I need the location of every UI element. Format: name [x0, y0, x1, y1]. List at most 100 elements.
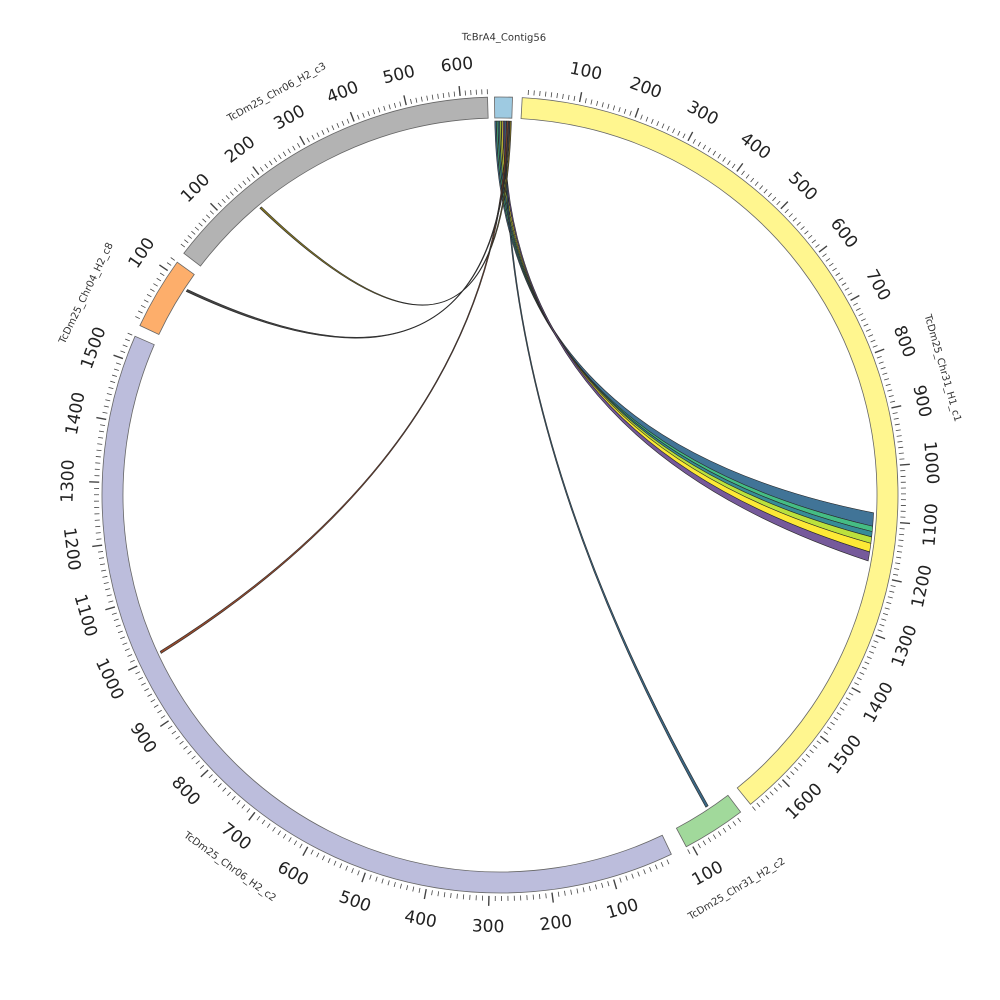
minor-tick-tcdm25-chr31-h1-c1	[878, 361, 884, 364]
minor-tick-tcdm25-chr06-h2-c2	[175, 735, 180, 740]
minor-tick-tcdm25-chr06-h2-c2	[227, 791, 231, 797]
minor-tick-tcdm25-chr31-h1-c1	[562, 93, 564, 99]
minor-tick-tcdm25-chr06-h2-c2	[160, 715, 166, 719]
minor-tick-tcdm25-chr31-h2-c2	[717, 831, 722, 836]
major-tick-tcdm25-chr31-h1-c1	[780, 201, 789, 210]
minor-tick-tcdm25-chr06-h2-c2	[127, 654, 133, 657]
minor-tick-tcdm25-chr31-h1-c1	[896, 551, 903, 553]
major-tick-tcdm25-chr31-h1-c1	[736, 162, 744, 172]
minor-tick-tcdm25-chr31-h1-c1	[844, 287, 850, 291]
minor-tick-tcdm25-chr06-h2-c2	[138, 676, 144, 680]
tick-label-tcdm25-chr31-h1-c1: 300	[683, 97, 721, 130]
tick-label-tcdm25-chr31-h1-c1: 200	[627, 73, 664, 103]
minor-tick-tcdm25-chr31-h1-c1	[765, 795, 770, 800]
minor-tick-tcdm25-chr31-h1-c1	[645, 116, 649, 122]
minor-tick-tcdm25-chr06-h2-c2	[105, 588, 111, 591]
minor-tick-tcdm25-chr06-h2-c2	[393, 882, 396, 888]
minor-tick-tcdm25-chr06-h2-c2	[450, 892, 452, 899]
minor-tick-tcdm25-chr06-h2-c2	[113, 618, 119, 621]
minor-tick-tcdm25-chr04-h2-c8	[170, 257, 175, 261]
minor-tick-tcdm25-chr31-h1-c1	[666, 125, 670, 131]
minor-tick-tcdm25-chr31-h1-c1	[896, 556, 902, 559]
minor-tick-tcdm25-chr06-h2-c2	[654, 864, 658, 870]
minor-tick-tcdm25-chr31-h1-c1	[697, 141, 701, 147]
minor-tick-tcdm25-chr31-h1-c1	[712, 150, 716, 156]
minor-tick-tcdm25-chr06-h2-c2	[399, 883, 402, 889]
minor-tick-tcdm25-chr06-h2-c2	[97, 443, 103, 445]
minor-tick-tcdm25-chr06-h2-c2	[113, 368, 119, 371]
minor-tick-tcdm25-chr04-h2-c8	[153, 283, 158, 287]
minor-tick-tcdm25-chr06-h2-c2	[150, 699, 156, 703]
link-tcdm25-chr06-h2-c3-9	[259, 120, 512, 306]
minor-tick-tcdm25-chr31-h1-c1	[796, 221, 801, 226]
minor-tick-tcdm25-chr06-h2-c3	[225, 195, 230, 200]
minor-tick-tcdm25-chr06-h2-c2	[106, 594, 112, 597]
minor-tick-tcdm25-chr31-h1-c1	[661, 123, 665, 129]
minor-tick-tcdm25-chr06-h2-c2	[135, 671, 141, 675]
minor-tick-tcdm25-chr31-h1-c1	[892, 412, 898, 414]
tick-label-tcdm25-chr06-h2-c2: 1200	[59, 526, 84, 571]
minor-tick-tcdm25-chr31-h1-c1	[866, 656, 872, 660]
minor-tick-tcdm25-chr06-h2-c2	[272, 826, 276, 832]
minor-tick-tcdm25-chr06-h2-c2	[102, 411, 108, 414]
minor-tick-tcdm25-chr06-h2-c2	[310, 849, 314, 855]
minor-tick-tcdm25-chr04-h2-c8	[137, 310, 143, 314]
minor-tick-tcdm25-chr04-h2-c8	[143, 299, 149, 303]
minor-tick-tcdm25-chr04-h2-c8	[156, 277, 162, 282]
minor-tick-tcdm25-chr31-h1-c1	[811, 239, 817, 244]
minor-tick-tcdm25-chr06-h2-c3	[336, 123, 340, 128]
minor-tick-tcdm25-chr31-h1-c1	[640, 114, 643, 120]
segment-tcdm25-chr06-h2-c3	[183, 96, 489, 267]
minor-tick-tcdm25-chr06-h2-c2	[557, 891, 560, 897]
major-tick-tcdm25-chr06-h2-c2	[551, 892, 554, 903]
minor-tick-tcdm25-chr06-h2-c2	[607, 881, 610, 887]
minor-tick-tcdm25-chr31-h1-c1	[890, 400, 896, 403]
minor-tick-tcdm25-chr31-h1-c1	[897, 441, 903, 443]
major-tick-tcdm25-chr06-h2-c3	[403, 95, 407, 106]
minor-tick-tcdm25-chr06-h2-c2	[101, 569, 107, 572]
tick-label-tcdm25-chr06-h2-c3: 300	[271, 101, 309, 134]
minor-tick-tcdm25-chr04-h2-c8	[159, 272, 165, 277]
minor-tick-tcdm25-chr31-h1-c1	[847, 292, 853, 296]
minor-tick-tcdm25-chr06-h2-c2	[191, 755, 196, 760]
minor-tick-tcdm25-chr06-h2-c2	[106, 393, 112, 396]
minor-tick-tcdm25-chr06-h2-c2	[316, 852, 320, 858]
minor-tick-tcdm25-chr31-h2-c2	[687, 849, 691, 854]
minor-tick-tcdm25-chr06-h2-c2	[660, 862, 664, 867]
minor-tick-tcdm25-chr31-h1-c1	[879, 623, 885, 627]
minor-tick-tcdm25-chr31-h1-c1	[767, 192, 772, 198]
link-tcdm25-chr31-h1-c1-5	[502, 120, 870, 562]
tick-label-tcdm25-chr06-h2-c2: 800	[167, 773, 204, 810]
minor-tick-tcdm25-chr06-h2-c3	[453, 91, 456, 97]
minor-tick-tcdm25-chr31-h1-c1	[864, 661, 870, 665]
minor-tick-tcdm25-chr06-h2-c2	[437, 891, 440, 897]
minor-tick-tcdm25-chr06-h2-c2	[381, 878, 384, 884]
tick-label-tcdm25-chr31-h1-c1: 1100	[919, 503, 942, 548]
link-tcdm25-chr31-h2-c2-6	[504, 120, 709, 808]
tick-label-tcdm25-chr31-h1-c1: 900	[908, 383, 935, 419]
major-tick-tcdm25-chr06-h2-c2	[248, 811, 256, 821]
minor-tick-tcdm25-chr06-h2-c2	[333, 860, 337, 866]
minor-tick-tcdm25-chr06-h2-c3	[442, 92, 445, 99]
minor-tick-tcdm25-chr31-h1-c1	[745, 174, 750, 179]
minor-tick-tcdm25-chr06-h2-c2	[153, 704, 159, 708]
minor-tick-tcdm25-chr31-h1-c1	[618, 107, 621, 113]
minor-tick-tcdm25-chr06-h2-c2	[125, 338, 130, 342]
minor-tick-tcdm25-chr31-h1-c1	[896, 435, 902, 437]
major-tick-tcdm25-chr06-h2-c3	[252, 166, 260, 176]
minor-tick-tcdm25-chr06-h2-c2	[236, 800, 241, 805]
minor-tick-tcdm25-chr31-h1-c1	[895, 429, 901, 432]
tick-label-tcdm25-chr06-h2-c2: 300	[472, 916, 505, 937]
minor-tick-tcdm25-chr06-h2-c2	[98, 437, 104, 439]
minor-tick-tcdm25-chr06-h2-c3	[287, 148, 291, 154]
minor-tick-tcdm25-chr06-h2-c2	[369, 874, 372, 880]
minor-tick-tcdm25-chr31-h2-c2	[727, 824, 732, 830]
minor-tick-tcdm25-chr06-h2-c3	[205, 214, 211, 219]
minor-tick-tcdm25-chr06-h2-c2	[179, 740, 184, 745]
segment-tcdm25-chr06-h2-c2	[101, 335, 672, 894]
minor-tick-tcdm25-chr31-h1-c1	[692, 138, 696, 144]
minor-tick-tcdm25-chr06-h2-c3	[321, 130, 325, 135]
minor-tick-tcdm25-chr31-h1-c1	[756, 802, 761, 808]
minor-tick-tcdm25-chr31-h1-c1	[792, 217, 797, 222]
